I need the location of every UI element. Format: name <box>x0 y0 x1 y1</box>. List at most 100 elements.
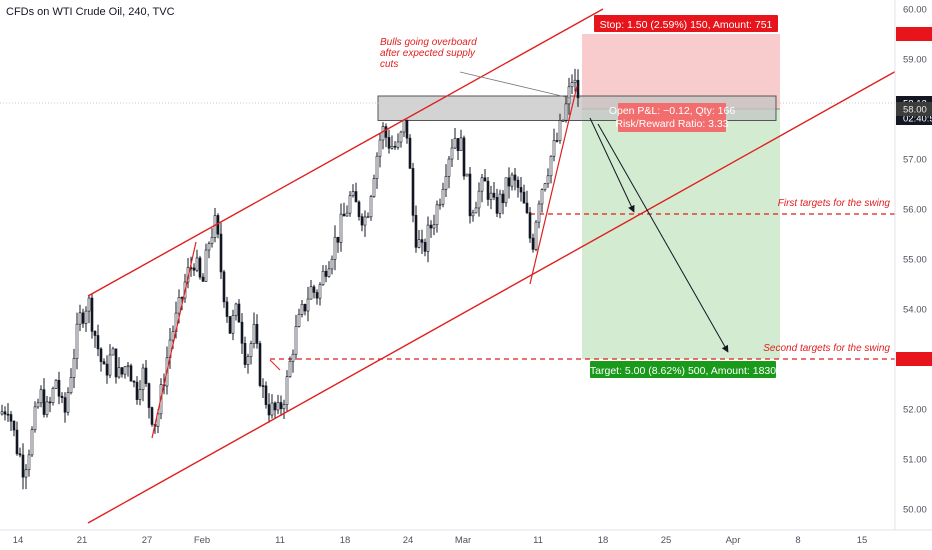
candle-body <box>72 358 76 378</box>
annotation-text: after expected supply <box>380 48 476 59</box>
candle-body <box>528 212 532 239</box>
candle-body <box>9 414 13 422</box>
candle-body <box>114 348 118 378</box>
candle-body <box>195 257 199 271</box>
candle-body <box>309 286 313 300</box>
price-label-bg <box>896 102 932 116</box>
candle-body <box>78 312 82 325</box>
candle-body <box>99 348 103 362</box>
time-tick-label: 14 <box>13 535 24 546</box>
candle-body <box>486 180 490 200</box>
candle-body <box>537 203 541 223</box>
candle-body <box>51 388 55 403</box>
candle-body <box>294 326 298 355</box>
candle-body <box>3 411 7 415</box>
candle-body <box>324 270 328 277</box>
time-tick-label: 18 <box>340 535 351 546</box>
candle-body <box>45 401 49 415</box>
candle-body <box>519 187 523 193</box>
stop-label-bg <box>594 15 778 32</box>
candle-body <box>255 324 259 344</box>
candle-body <box>219 233 223 273</box>
candle-body <box>84 310 88 324</box>
target-label: Target: 5.00 (8.62%) 500, Amount: 1830 <box>590 365 776 377</box>
candle-body <box>438 203 442 206</box>
candle-body <box>357 201 361 217</box>
chart-title: CFDs on WTI Crude Oil, 240, TVC <box>6 6 175 18</box>
candle-body <box>108 354 112 376</box>
price-label-bg <box>896 352 932 366</box>
candle-body <box>177 297 181 314</box>
candle-body <box>258 343 262 386</box>
risk-reward-text: Risk/Reward Ratio: 3.33 <box>615 118 728 130</box>
candle-body <box>495 196 499 214</box>
candle-body <box>117 367 121 378</box>
candle-body <box>81 312 85 324</box>
candle-body <box>393 145 397 148</box>
candle-body <box>465 173 469 177</box>
candle-body <box>570 82 574 88</box>
time-tick-label: 25 <box>661 535 672 546</box>
price-label: 58.00 <box>903 105 927 116</box>
candle-body <box>96 335 100 350</box>
time-tick-label: Mar <box>455 535 471 546</box>
candle-body <box>36 402 40 408</box>
candle-body <box>363 216 367 226</box>
pnl-text: Open P&L: −0.12, Qty: 166 <box>609 105 736 117</box>
pnl-box-bg <box>618 103 726 132</box>
candle-body <box>510 174 514 187</box>
candle-body <box>129 365 133 382</box>
candle-body <box>210 237 214 244</box>
candle-body <box>501 193 505 204</box>
candle-body <box>492 192 496 198</box>
candle-body <box>360 216 364 226</box>
price-tick-label: 51.00 <box>903 455 927 466</box>
candle-body <box>540 189 544 205</box>
candle-body <box>525 202 529 213</box>
candle-body <box>318 284 322 299</box>
candle-body <box>243 343 247 365</box>
price-axis: 60.00 59.00 58.00 57.00 56.00 55.00 54.00 53.00… <box>894 0 932 530</box>
candle-body <box>87 297 91 312</box>
candle-body <box>534 221 538 250</box>
candle-body <box>261 385 265 387</box>
candle-body <box>414 215 418 248</box>
candle-body <box>516 179 520 188</box>
candle-body <box>480 177 484 192</box>
time-tick-label: 15 <box>857 535 868 546</box>
candle-body <box>228 316 232 334</box>
candle-body <box>348 195 352 214</box>
time-axis: 14 21 27 Feb 11 18 24 Mar 11 18 25 Apr 8 15 <box>0 529 932 550</box>
channel-touch <box>269 359 281 371</box>
candle-body <box>507 177 511 187</box>
candle-body <box>468 173 472 217</box>
candle-body <box>105 363 109 376</box>
candle-body <box>387 137 391 149</box>
candle-body <box>18 453 22 456</box>
candle-body <box>57 379 61 397</box>
candle-body <box>30 429 34 456</box>
time-tick-label: 27 <box>142 535 153 546</box>
candle-body <box>39 389 43 404</box>
target-zone <box>582 109 780 359</box>
candle-body <box>198 257 202 278</box>
arrow-second-target <box>597 123 729 353</box>
candle-body <box>558 120 562 141</box>
candle-body <box>372 178 376 197</box>
time-tick-label: Apr <box>726 535 741 546</box>
candle-body <box>180 297 184 299</box>
candle-body <box>450 147 454 160</box>
candle-body <box>63 397 67 413</box>
candle-body <box>237 303 241 323</box>
annotation-text: cuts <box>380 59 398 70</box>
candle-body <box>402 119 406 133</box>
candle-body <box>423 242 427 252</box>
candle-body <box>234 303 238 316</box>
candle-body <box>513 174 517 181</box>
upper-channel-line <box>87 8 604 297</box>
candle-body <box>135 381 139 400</box>
candle-body <box>555 140 559 142</box>
candle-body <box>93 331 97 336</box>
candle-body <box>312 286 316 293</box>
